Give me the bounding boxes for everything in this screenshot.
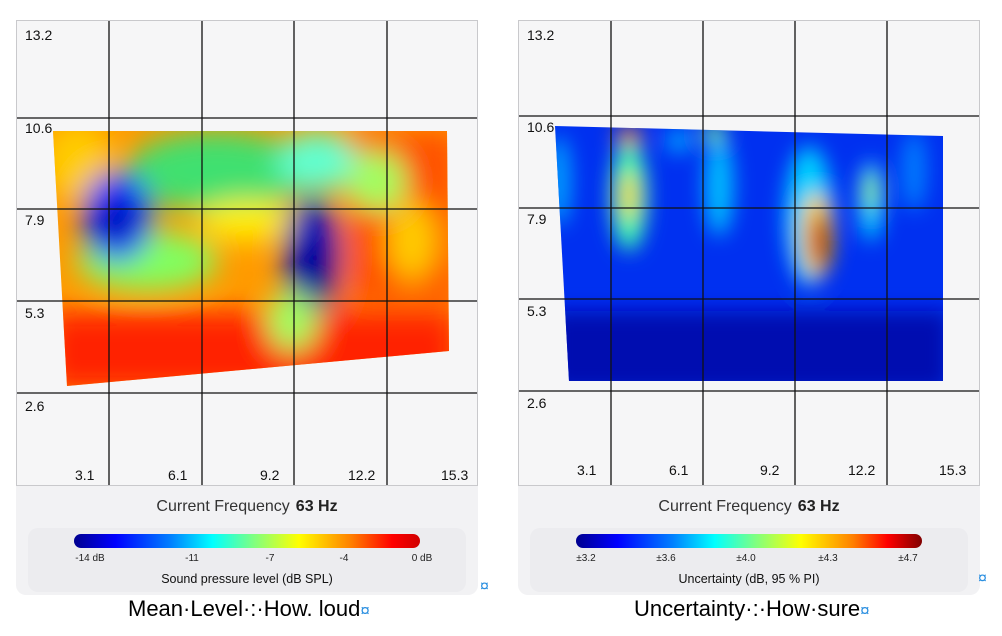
colorbar-card: -14 dB -11 -7 -4 0 dB Sound pressure lev… bbox=[28, 528, 466, 592]
uncertainty-heatmap-svg bbox=[519, 21, 979, 485]
mean-level-heatmap[interactable]: 13.2 10.6 7.9 5.3 2.6 3.1 6.1 9.2 12.2 1… bbox=[16, 20, 478, 486]
y-tick-label: 7.9 bbox=[527, 211, 547, 227]
mean-level-field bbox=[53, 131, 449, 386]
uncertainty-panel: 13.2 10.6 7.9 5.3 2.6 3.1 6.1 9.2 12.2 1… bbox=[518, 20, 980, 595]
colorbar-tick: -11 bbox=[185, 553, 199, 564]
current-frequency: Current Frequency 63 Hz bbox=[518, 498, 980, 516]
y-tick-label: 2.6 bbox=[527, 395, 547, 411]
colorbar-label: Sound pressure level (dB SPL) bbox=[161, 572, 333, 586]
x-tick-label: 12.2 bbox=[348, 467, 376, 483]
y-tick-label: 13.2 bbox=[25, 27, 53, 43]
caption-text: Uncertainty·:·How·sure bbox=[634, 596, 861, 621]
x-tick-label: 15.3 bbox=[939, 462, 967, 478]
colorbar bbox=[74, 534, 420, 548]
current-frequency-value: 63 Hz bbox=[797, 498, 840, 515]
colorbar-tick: -14 dB bbox=[75, 553, 105, 564]
y-tick-label: 7.9 bbox=[25, 212, 45, 228]
uncertainty-grid bbox=[519, 21, 979, 485]
x-tick-label: 9.2 bbox=[260, 467, 280, 483]
x-tick-label: 3.1 bbox=[75, 467, 95, 483]
x-tick-label: 15.3 bbox=[441, 467, 469, 483]
x-tick-label: 3.1 bbox=[577, 462, 597, 478]
y-tick-label: 5.3 bbox=[527, 303, 547, 319]
x-tick-label: 9.2 bbox=[760, 462, 780, 478]
colorbar-tick: ±4.3 bbox=[818, 553, 838, 564]
mean-level-panel: 13.2 10.6 7.9 5.3 2.6 3.1 6.1 9.2 12.2 1… bbox=[16, 20, 478, 595]
current-frequency-label: Current Frequency bbox=[156, 498, 290, 515]
uncertainty-caption: Uncertainty·:·How·sure¤ bbox=[634, 596, 870, 622]
y-tick-label: 2.6 bbox=[25, 398, 45, 414]
colorbar bbox=[576, 534, 922, 548]
paragraph-mark: ¤ bbox=[978, 570, 987, 587]
paragraph-mark: ¤ bbox=[860, 601, 870, 620]
colorbar-tick: ±4.7 bbox=[898, 553, 918, 564]
colorbar-card: ±3.2 ±3.6 ±4.0 ±4.3 ±4.7 Uncertainty (dB… bbox=[530, 528, 968, 592]
paragraph-mark: ¤ bbox=[480, 578, 489, 595]
colorbar-tick: ±3.2 bbox=[576, 553, 596, 564]
uncertainty-heatmap[interactable]: 13.2 10.6 7.9 5.3 2.6 3.1 6.1 9.2 12.2 1… bbox=[518, 20, 980, 486]
colorbar-tick: ±3.6 bbox=[656, 553, 676, 564]
colorbar-label: Uncertainty (dB, 95 % PI) bbox=[678, 572, 820, 586]
current-frequency-label: Current Frequency bbox=[658, 498, 792, 515]
uncertainty-field bbox=[555, 126, 943, 381]
y-tick-label: 10.6 bbox=[527, 119, 555, 135]
x-tick-label: 6.1 bbox=[168, 467, 188, 483]
y-tick-label: 13.2 bbox=[527, 27, 555, 43]
x-tick-label: 6.1 bbox=[669, 462, 689, 478]
current-frequency-value: 63 Hz bbox=[295, 498, 338, 515]
colorbar-tick: 0 dB bbox=[411, 553, 433, 564]
mean-level-heatmap-svg bbox=[17, 21, 477, 485]
y-tick-label: 10.6 bbox=[25, 120, 53, 136]
mean-level-caption: Mean·Level·:·How. loud¤ bbox=[128, 596, 370, 622]
paragraph-mark: ¤ bbox=[360, 601, 370, 620]
colorbar-tick: -4 bbox=[339, 553, 349, 564]
caption-text: Mean·Level·:·How. loud bbox=[128, 596, 361, 621]
mean-level-grid bbox=[17, 21, 477, 485]
y-tick-label: 5.3 bbox=[25, 305, 45, 321]
colorbar-tick: -7 bbox=[265, 553, 275, 564]
colorbar-tick: ±4.0 bbox=[736, 553, 756, 564]
x-tick-label: 12.2 bbox=[848, 462, 876, 478]
current-frequency: Current Frequency 63 Hz bbox=[16, 498, 478, 516]
